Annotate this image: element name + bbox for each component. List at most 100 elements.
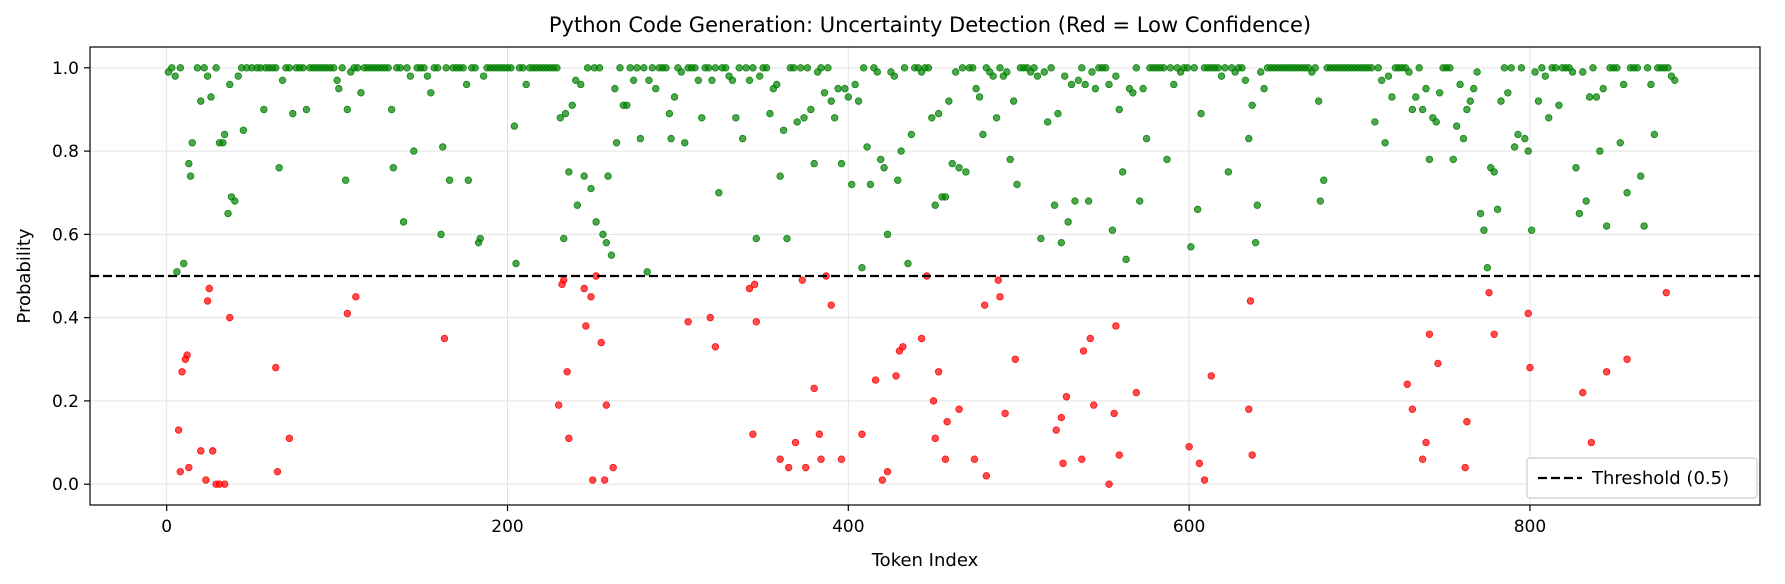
high-confidence-point (1623, 189, 1631, 197)
high-confidence-point (1214, 64, 1222, 72)
high-confidence-point (1510, 143, 1519, 151)
high-confidence-point (900, 64, 909, 72)
high-confidence-point (396, 64, 404, 72)
high-confidence-point (1221, 64, 1229, 72)
low-confidence-point (582, 322, 590, 330)
high-confidence-point (433, 64, 442, 72)
high-confidence-point (219, 139, 227, 147)
low-confidence-point (929, 397, 938, 405)
high-confidence-point (1541, 72, 1549, 80)
high-confidence-point (1136, 197, 1144, 205)
high-confidence-point (1599, 84, 1607, 93)
high-confidence-point (859, 64, 868, 72)
low-confidence-point (1526, 363, 1534, 372)
low-confidence-point (1418, 455, 1427, 463)
high-confidence-point (212, 64, 220, 72)
high-confidence-point (1585, 93, 1594, 101)
high-confidence-point (1257, 68, 1265, 76)
high-confidence-point (573, 201, 582, 209)
high-confidence-point (824, 64, 832, 72)
low-confidence-point (205, 284, 213, 293)
high-confidence-point (595, 64, 604, 72)
high-confidence-point (1084, 197, 1093, 205)
low-confidence-point (285, 434, 294, 443)
y-tick-label: 0.6 (52, 225, 79, 245)
high-confidence-point (510, 122, 519, 130)
high-confidence-point (399, 218, 408, 226)
high-confidence-point (1500, 64, 1509, 72)
high-confidence-point (1040, 68, 1048, 76)
high-confidence-point (1112, 72, 1120, 80)
high-confidence-point (1504, 89, 1512, 97)
high-confidence-point (1463, 105, 1471, 114)
low-confidence-point (1052, 426, 1060, 434)
high-confidence-point (1422, 84, 1430, 93)
high-confidence-point (670, 93, 679, 101)
high-confidence-point (691, 64, 699, 72)
high-confidence-point (302, 105, 311, 114)
high-confidence-point (1538, 64, 1546, 72)
high-confidence-point (1446, 64, 1454, 72)
low-confidence-point (970, 455, 979, 463)
high-confidence-point (890, 72, 899, 80)
high-confidence-point (1524, 147, 1532, 155)
high-confidence-point (186, 172, 195, 180)
low-confidence-point (1078, 455, 1086, 463)
high-confidence-point (561, 109, 570, 118)
high-confidence-point (1081, 80, 1089, 89)
low-confidence-point (745, 284, 754, 293)
high-confidence-point (1166, 64, 1175, 72)
low-confidence-point (1090, 401, 1098, 409)
high-confidence-point (462, 80, 471, 89)
high-confidence-point (766, 109, 774, 118)
high-confidence-point (834, 84, 842, 93)
high-confidence-point (1241, 76, 1250, 85)
high-confidence-point (708, 76, 716, 85)
high-confidence-point (1579, 68, 1587, 76)
high-confidence-point (894, 176, 902, 184)
high-confidence-point (897, 147, 905, 155)
high-confidence-point (1459, 134, 1468, 143)
high-confidence-point (975, 93, 984, 101)
high-confidence-point (626, 64, 634, 72)
high-confidence-point (171, 72, 179, 80)
high-confidence-point (338, 64, 346, 72)
high-confidence-point (423, 72, 432, 80)
low-confidence-point (1490, 330, 1498, 338)
low-confidence-point (684, 318, 692, 326)
high-confidence-point (1142, 134, 1151, 143)
high-confidence-point (479, 72, 488, 80)
low-confidence-point (941, 455, 950, 463)
low-confidence-point (817, 455, 825, 463)
low-confidence-point (1461, 463, 1469, 472)
high-confidence-point (1248, 101, 1256, 109)
high-confidence-point (1238, 64, 1246, 72)
low-confidence-point (943, 418, 951, 426)
high-confidence-point (180, 259, 188, 268)
high-confidence-point (738, 134, 747, 143)
high-confidence-point (640, 64, 648, 72)
low-confidence-point (597, 338, 605, 347)
high-confidence-point (1568, 68, 1577, 76)
high-confidence-point (1314, 97, 1323, 105)
high-confidence-point (464, 176, 473, 184)
x-tick-label: 800 (1514, 517, 1546, 537)
high-confidence-point (1061, 72, 1069, 80)
high-confidence-point (207, 93, 215, 101)
high-confidence-point (1088, 68, 1096, 76)
x-tick-label: 400 (832, 517, 864, 537)
low-confidence-point (878, 476, 887, 484)
x-tick-label: 200 (491, 517, 523, 537)
high-confidence-point (907, 130, 916, 139)
high-confidence-point (924, 64, 933, 72)
high-confidence-point (476, 234, 484, 243)
y-tick-label: 0.4 (52, 309, 79, 329)
high-confidence-point (580, 172, 588, 180)
high-confidence-point (1108, 226, 1117, 234)
high-confidence-point (1377, 76, 1386, 85)
high-confidence-point (629, 76, 638, 85)
high-confidence-point (820, 89, 829, 97)
high-confidence-point (611, 84, 619, 93)
plot-frame (89, 46, 1761, 506)
high-confidence-point (612, 139, 621, 147)
